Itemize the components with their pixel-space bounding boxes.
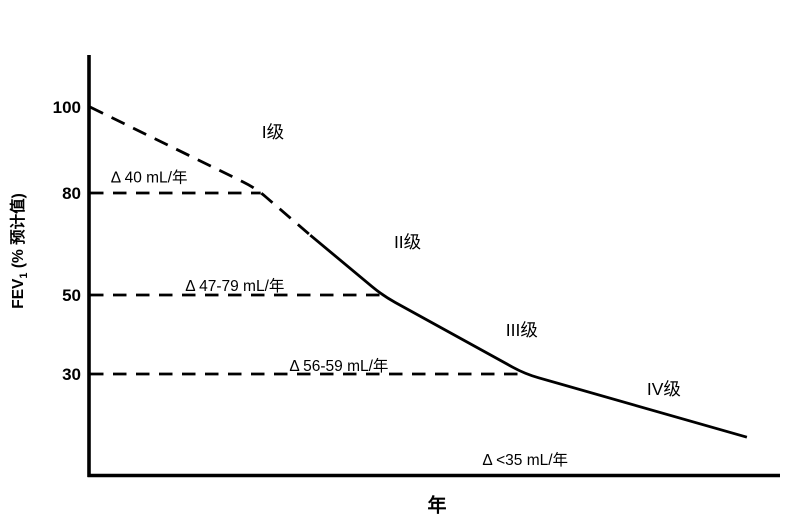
x-axis-title: 年 — [427, 495, 447, 517]
y-tick-label: 50 — [62, 286, 81, 305]
stage-label: I级 — [262, 122, 284, 142]
fev1-curve-solid — [309, 234, 748, 439]
y-axis-title-prefix: FEV — [10, 278, 27, 309]
stage-label: III级 — [506, 320, 538, 340]
fev1-curve-dashed — [89, 105, 312, 237]
rate-annotation: Δ 47-79 mL/年 — [185, 277, 284, 295]
stage-label: IV级 — [647, 379, 681, 399]
rate-annotation: Δ 40 mL/年 — [111, 168, 188, 186]
y-tick-label: 100 — [53, 98, 81, 117]
y-axis-title-subscript: 1 — [18, 272, 30, 279]
stage-label: II级 — [394, 232, 421, 252]
rate-annotation: Δ 56-59 mL/年 — [289, 357, 388, 375]
y-axis-title-suffix: (% 预计值) — [10, 193, 27, 273]
y-tick-label: 80 — [62, 184, 81, 203]
y-tick-label: 30 — [62, 365, 81, 384]
rate-annotation: Δ <35 mL/年 — [482, 451, 568, 469]
y-axis-title: FEV1 (% 预计值) — [6, 193, 30, 309]
